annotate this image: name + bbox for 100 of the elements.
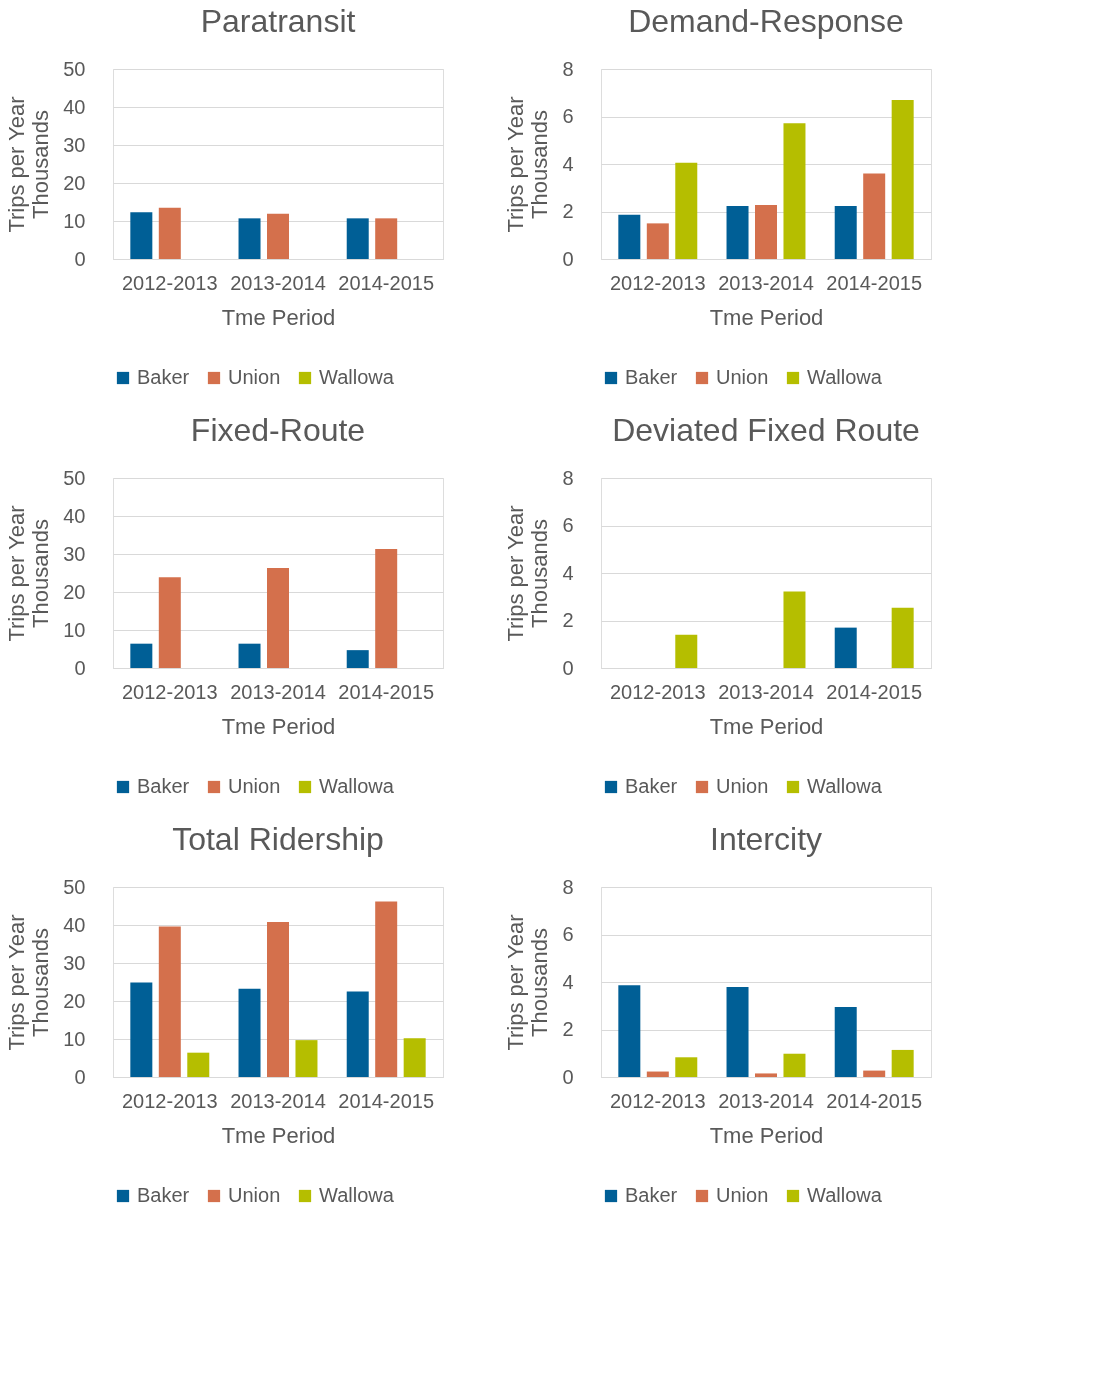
bar	[646, 223, 669, 259]
y-tick-label: 30	[63, 542, 86, 565]
chart-title: Deviated Fixed Route	[612, 412, 920, 448]
y-tick-label: 40	[63, 95, 86, 118]
legend-label: Wallowa	[319, 1184, 395, 1206]
bar	[187, 1052, 210, 1077]
bar	[618, 214, 641, 259]
x-tick-label: 2013-2014	[718, 680, 814, 703]
x-tick-label: 2014-2015	[826, 1089, 923, 1112]
bar	[346, 218, 369, 259]
bar	[891, 99, 914, 259]
legend-label: Wallowa	[319, 366, 395, 388]
bar	[783, 591, 806, 668]
bar	[891, 1049, 914, 1077]
x-tick-label: 2012-2013	[609, 680, 706, 703]
bar	[375, 901, 398, 1077]
legend-label: Union	[228, 366, 281, 388]
y-axis-title: Trips per Year	[4, 505, 30, 642]
chart-title: Demand-Response	[628, 3, 904, 39]
text: Thousands	[28, 928, 54, 1037]
x-tick-label: 2013-2014	[718, 1089, 814, 1112]
bar	[755, 205, 777, 259]
bar	[267, 921, 289, 1077]
text: Thousands	[527, 928, 553, 1037]
chart-title: Intercity	[709, 821, 823, 857]
bar	[783, 123, 806, 259]
text: Thousands	[28, 110, 54, 219]
bar	[675, 634, 698, 668]
chart-title: Total Ridership	[172, 821, 384, 857]
x-axis-title: Tme Period	[709, 713, 824, 739]
y-axis-title: Trips per Year	[4, 96, 30, 233]
y-tick-label: 0	[562, 1065, 574, 1088]
bar	[834, 627, 857, 668]
x-tick-label: 2013-2014	[718, 271, 814, 294]
y-tick-label: 50	[63, 875, 86, 898]
y-tick-label: 50	[63, 466, 86, 489]
y-tick-label: 50	[63, 57, 86, 80]
legend-label: Baker	[137, 1184, 190, 1206]
bar	[346, 991, 369, 1077]
y-tick-label: 4	[562, 561, 574, 584]
y-tick-label: 0	[74, 1065, 86, 1088]
bar	[834, 206, 857, 259]
legend-label: Union	[228, 775, 281, 797]
bar	[130, 212, 153, 259]
x-axis-title: Tme Period	[221, 304, 336, 330]
y-tick-label: 6	[562, 923, 574, 945]
bar	[238, 988, 261, 1077]
y-tick-label: 8	[562, 57, 574, 80]
x-tick-label: 2014-2015	[338, 271, 435, 294]
bar	[834, 1006, 857, 1077]
y-tick-label: 30	[63, 133, 86, 156]
legend-label: Baker	[625, 775, 678, 797]
y-tick-label: 10	[63, 1027, 86, 1050]
legend-label: Wallowa	[807, 366, 883, 388]
text: Thousands	[28, 519, 54, 628]
y-tick-label: 20	[63, 171, 86, 194]
x-tick-label: 2014-2015	[826, 271, 923, 294]
x-tick-label: 2014-2015	[338, 680, 435, 703]
y-tick-label: 4	[562, 970, 574, 993]
y-tick-label: 2	[562, 609, 574, 631]
chart-title: Fixed-Route	[190, 412, 366, 448]
y-tick-label: 20	[63, 580, 86, 603]
legend-label: Baker	[137, 366, 190, 388]
legend-label: Baker	[625, 1184, 678, 1206]
bar	[755, 1073, 777, 1077]
x-tick-label: 2014-2015	[826, 680, 923, 703]
bar	[891, 607, 914, 668]
y-tick-label: 2	[562, 200, 574, 222]
legend-label: Union	[716, 1184, 769, 1206]
bar	[375, 549, 398, 668]
bar	[130, 643, 153, 668]
bar	[783, 1053, 806, 1077]
y-axis-title: Trips per Year	[503, 914, 529, 1051]
legend-label: Union	[716, 775, 769, 797]
y-tick-label: 6	[562, 105, 574, 127]
y-tick-label: 0	[562, 656, 574, 679]
chart-title: Paratransit	[200, 3, 356, 39]
legend-label: Wallowa	[807, 775, 883, 797]
y-axis-title: Trips per Year	[4, 914, 30, 1051]
bar	[158, 207, 181, 259]
bar	[375, 218, 398, 259]
y-tick-label: 40	[63, 913, 86, 936]
y-tick-label: 8	[562, 466, 574, 489]
legend-label: Wallowa	[319, 775, 395, 797]
y-tick-label: 6	[562, 514, 574, 536]
x-axis-title: Tme Period	[221, 713, 336, 739]
bar	[267, 213, 289, 259]
y-tick-label: 2	[562, 1018, 574, 1040]
y-tick-label: 8	[562, 875, 574, 898]
bar	[238, 643, 261, 668]
bar	[675, 1057, 698, 1077]
text: Thousands	[527, 519, 553, 628]
y-tick-label: 40	[63, 504, 86, 527]
x-tick-label: 2012-2013	[121, 680, 218, 703]
bar	[726, 986, 749, 1077]
legend-label: Wallowa	[807, 1184, 883, 1206]
x-tick-label: 2012-2013	[121, 271, 218, 294]
x-axis-title: Tme Period	[709, 1122, 824, 1148]
y-axis-title: Trips per Year	[503, 96, 529, 233]
y-tick-label: 0	[74, 656, 86, 679]
